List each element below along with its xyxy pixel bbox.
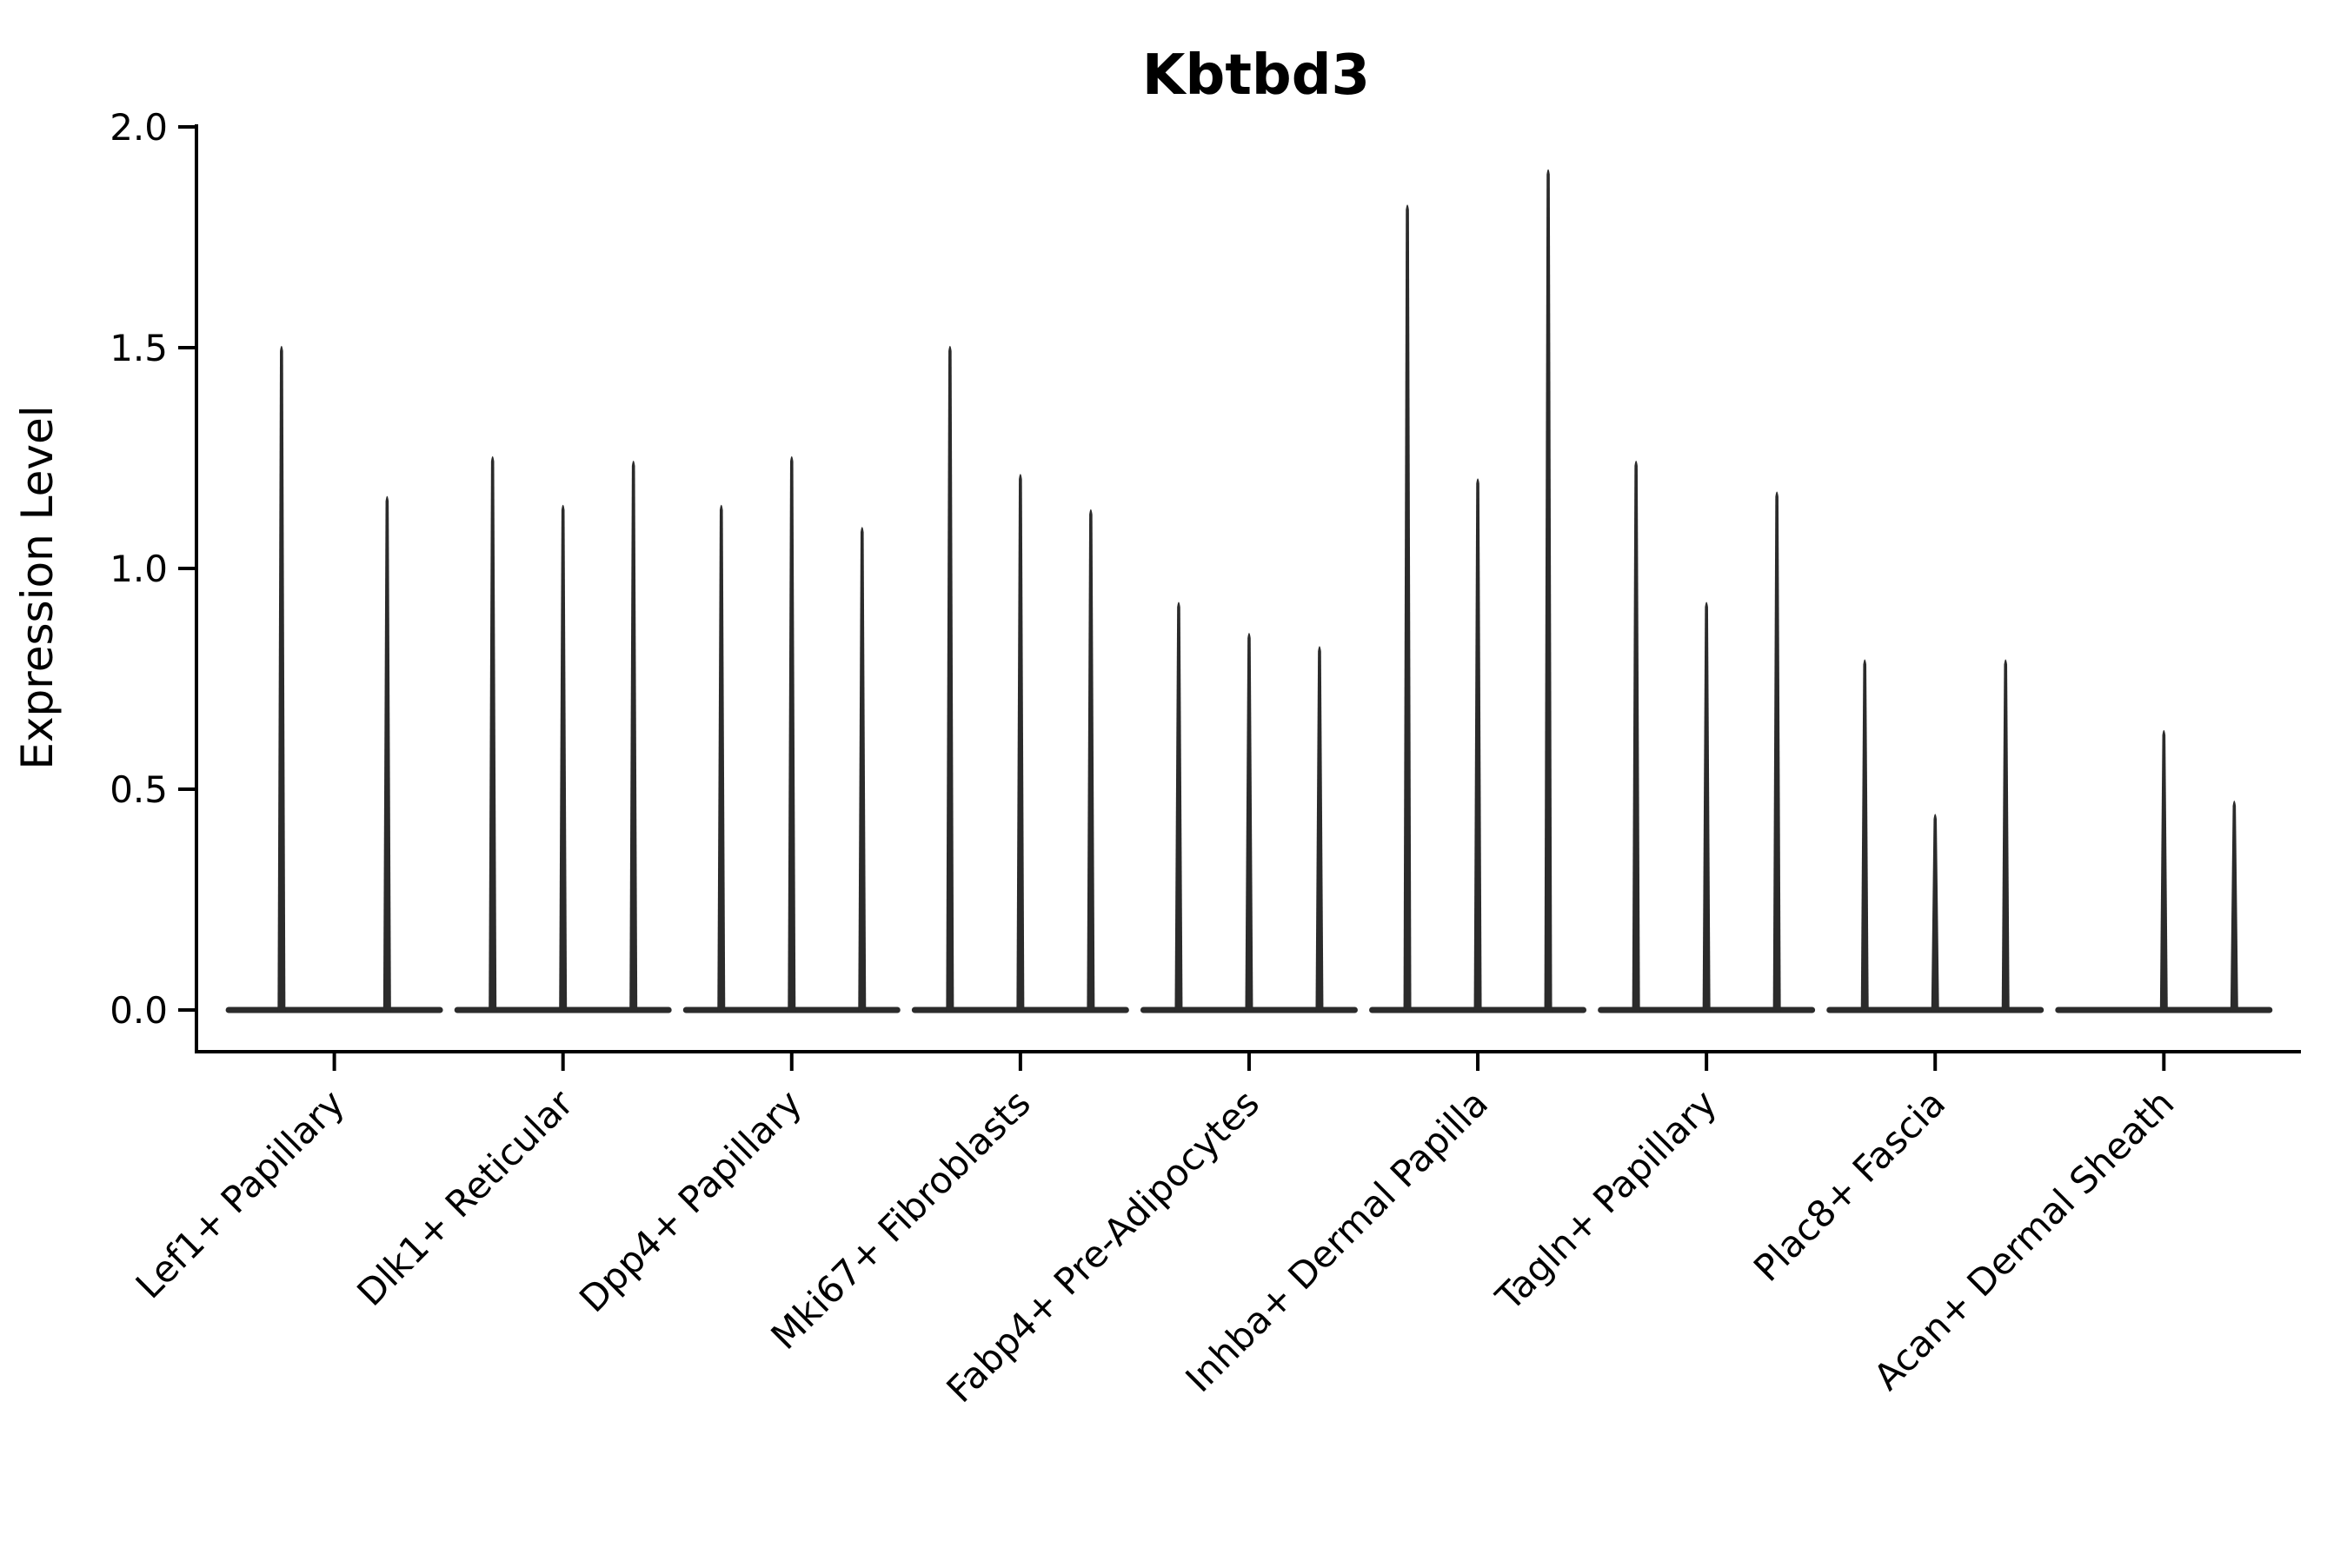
violin-spike [1016, 474, 1025, 1012]
violin-spike [858, 527, 867, 1012]
y-tick-label: 0.5 [110, 768, 168, 811]
y-tick-label: 2.0 [110, 106, 168, 149]
y-tick-label: 1.0 [110, 548, 168, 590]
violin-spike [1931, 814, 1939, 1012]
violin-spike [1860, 659, 1869, 1012]
y-axis-label: Expression Level [12, 405, 63, 769]
violin-spike [1772, 491, 1781, 1012]
violin-spike [1245, 633, 1253, 1012]
violin-spike [277, 345, 286, 1012]
violin-spike [2001, 659, 2010, 1012]
violin-spike [1174, 601, 1183, 1012]
x-tick-label: Plac8+ Fascia [1745, 1081, 1953, 1289]
x-tick-label: Lef1+ Papillary [128, 1081, 353, 1306]
violin-spike [2159, 729, 2168, 1012]
violin-spike [1544, 169, 1552, 1013]
violin-spike [489, 455, 497, 1012]
violin-spike [717, 504, 726, 1012]
violin-spike [2230, 801, 2238, 1012]
y-tick-label: 0.0 [110, 989, 168, 1032]
chart-title: Kbtbd3 [1142, 43, 1370, 108]
violin-spike [1403, 204, 1412, 1013]
violin-spike [1473, 478, 1482, 1012]
violin-spike [382, 495, 391, 1012]
violin-spike [788, 455, 796, 1012]
violin-spike [946, 345, 954, 1012]
x-tick-label: Tagln+ Papillary [1487, 1081, 1725, 1319]
violin-spike [629, 461, 638, 1012]
x-tick-label: Dpp4+ Papillary [571, 1081, 810, 1320]
violin-spike [1087, 508, 1095, 1012]
x-tick-label: Mki67+ Fibroblasts [762, 1081, 1038, 1357]
x-tick-label: Dlk1+ Reticular [349, 1081, 582, 1314]
violin-layer [225, 169, 2273, 1013]
violin-spike [559, 504, 568, 1012]
violin-spike [1315, 646, 1324, 1012]
y-tick-label: 1.5 [110, 327, 168, 369]
violin-spike [1632, 461, 1640, 1012]
violin-spike [1702, 601, 1711, 1012]
